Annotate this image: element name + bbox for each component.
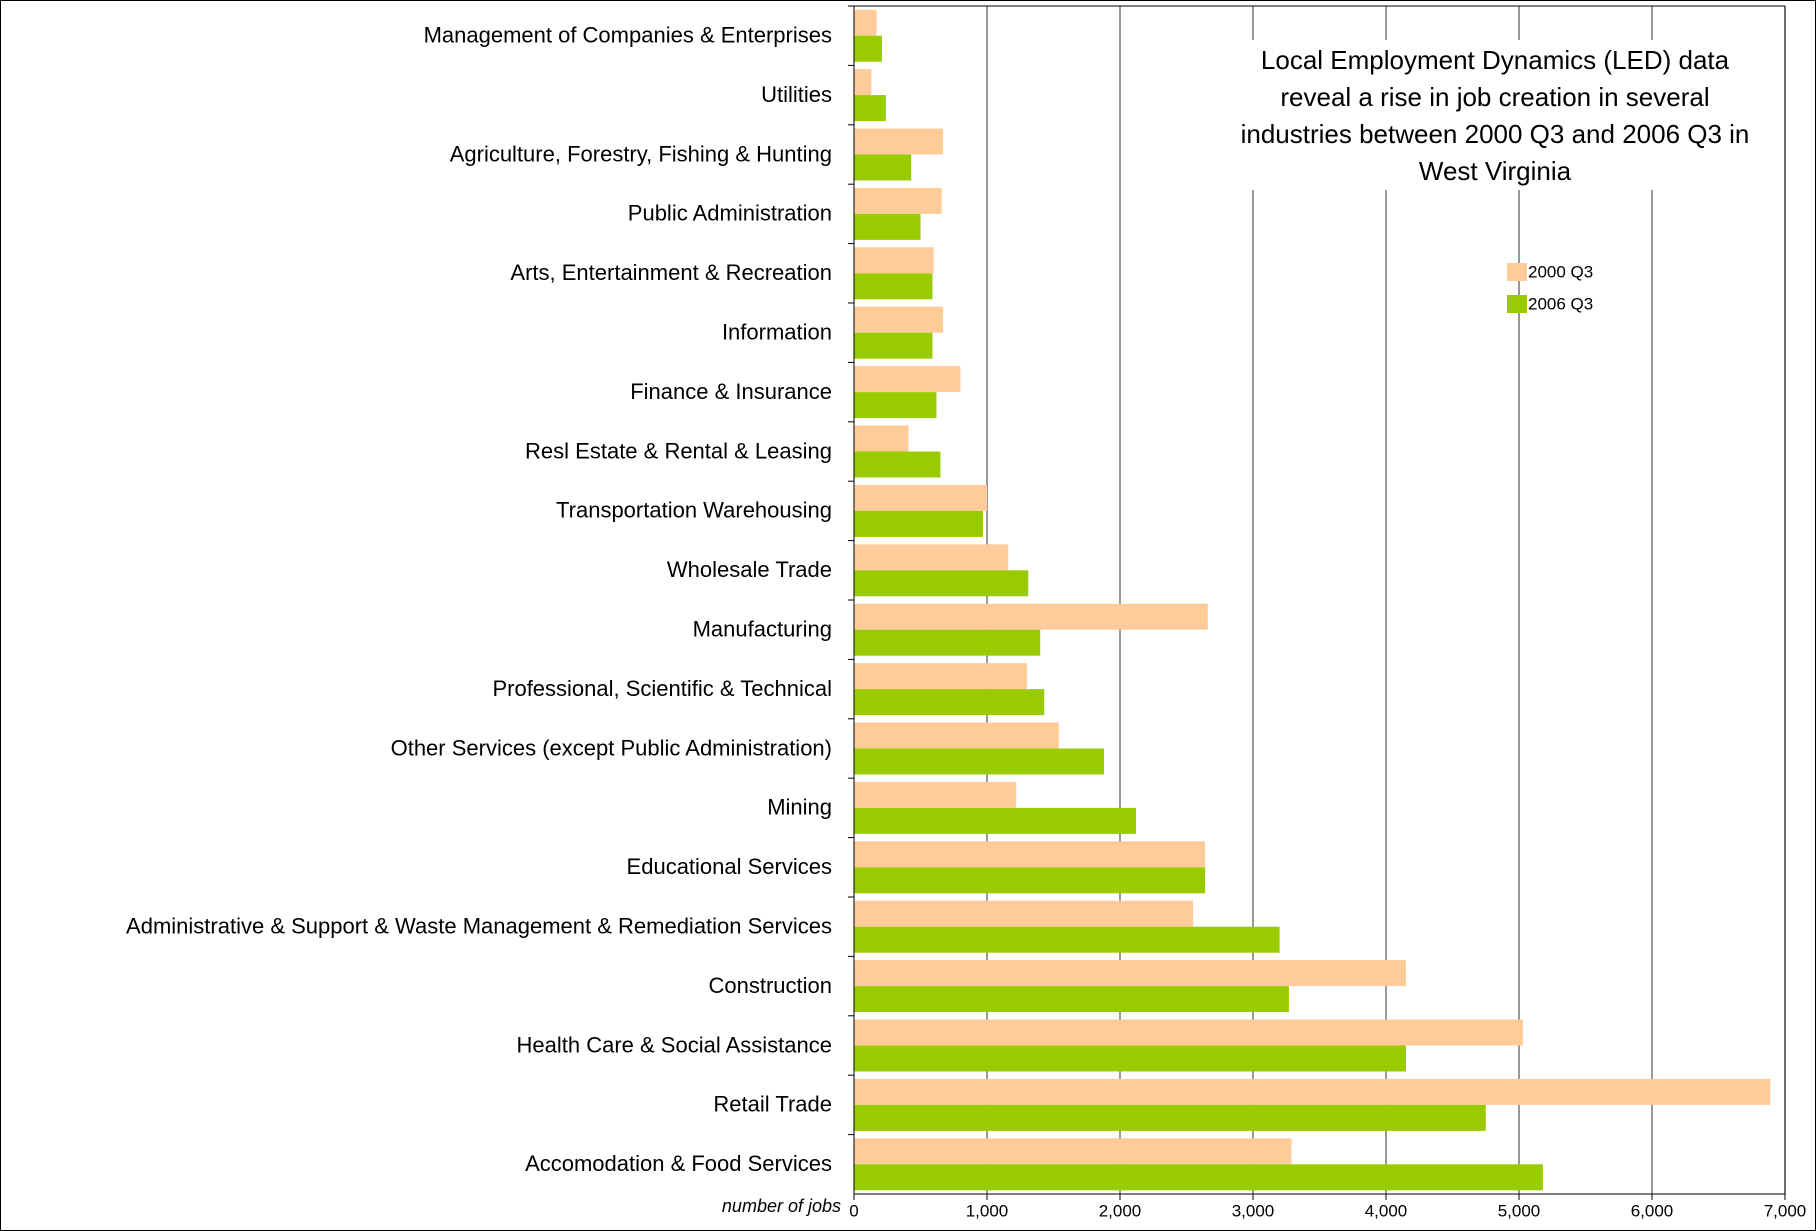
- x-tick-label: 6,000: [1631, 1201, 1674, 1220]
- bar: [854, 960, 1406, 987]
- bar: [854, 900, 1194, 927]
- bar: [854, 1164, 1543, 1191]
- category-label: Utilities: [761, 82, 832, 107]
- x-axis-label: number of jobs: [722, 1196, 841, 1216]
- bar: [854, 1138, 1292, 1165]
- x-tick-label: 4,000: [1365, 1201, 1408, 1220]
- legend-swatch: [1507, 295, 1527, 313]
- x-tick-label: 1,000: [966, 1201, 1009, 1220]
- bar: [854, 926, 1280, 953]
- x-tick-label: 5,000: [1498, 1201, 1541, 1220]
- bar: [854, 366, 961, 393]
- bar: [854, 867, 1206, 894]
- category-label: Mining: [767, 795, 832, 820]
- bar: [854, 1019, 1523, 1046]
- bar: [854, 451, 941, 478]
- bar: [854, 35, 882, 62]
- bar: [854, 128, 944, 155]
- category-label: Information: [722, 320, 832, 345]
- bar: [854, 154, 912, 181]
- legend-swatch: [1507, 263, 1527, 281]
- bar: [854, 986, 1289, 1013]
- title-box: Local Employment Dynamics (LED) data rev…: [1218, 40, 1772, 190]
- bar: [854, 781, 1017, 808]
- bar: [854, 425, 909, 452]
- bar: [854, 392, 937, 419]
- category-label: Transportation Warehousing: [556, 498, 832, 523]
- bar: [854, 213, 921, 240]
- bar: [854, 510, 984, 537]
- bar: [854, 247, 934, 274]
- bar: [854, 9, 877, 36]
- bar: [854, 748, 1105, 775]
- bar: [854, 273, 933, 300]
- category-label: Wholesale Trade: [667, 557, 832, 582]
- x-tick-label: 7,000: [1764, 1201, 1807, 1220]
- bar: [854, 689, 1045, 716]
- category-label: Resl Estate & Rental & Leasing: [525, 438, 832, 463]
- bar: [854, 722, 1059, 749]
- category-label: Educational Services: [627, 854, 832, 879]
- bar: [854, 187, 942, 214]
- category-label: Retail Trade: [713, 1092, 832, 1117]
- legend-label: 2000 Q3: [1528, 262, 1593, 281]
- bar: [854, 1078, 1771, 1105]
- category-label: Professional, Scientific & Technical: [492, 676, 832, 701]
- category-label: Public Administration: [628, 201, 832, 226]
- bar: [854, 841, 1206, 868]
- bar: [854, 95, 886, 122]
- category-label: Health Care & Social Assistance: [517, 1032, 833, 1057]
- category-label: Finance & Insurance: [630, 379, 832, 404]
- category-label: Administrative & Support & Waste Managem…: [126, 914, 832, 939]
- bar: [854, 663, 1027, 690]
- bar: [854, 484, 987, 511]
- category-label: Management of Companies & Enterprises: [424, 23, 832, 48]
- bar: [854, 1104, 1486, 1131]
- bar: [854, 629, 1041, 656]
- chart-title: Local Employment Dynamics (LED) data rev…: [1218, 40, 1772, 190]
- bar: [854, 69, 872, 96]
- bar: [854, 332, 933, 359]
- x-tick-label: 2,000: [1099, 1201, 1142, 1220]
- bar: [854, 1045, 1406, 1072]
- category-label: Construction: [708, 973, 832, 998]
- category-label: Other Services (except Public Administra…: [391, 735, 832, 760]
- bar: [854, 544, 1009, 571]
- x-tick-label: 3,000: [1232, 1201, 1275, 1220]
- bar: [854, 603, 1208, 630]
- bar: [854, 306, 944, 333]
- category-label: Arts, Entertainment & Recreation: [510, 260, 832, 285]
- legend-label: 2006 Q3: [1528, 294, 1593, 313]
- category-label: Accomodation & Food Services: [525, 1151, 832, 1176]
- bar: [854, 570, 1029, 597]
- x-tick-label: 0: [849, 1201, 858, 1220]
- bar: [854, 807, 1136, 834]
- category-label: Manufacturing: [693, 617, 832, 642]
- category-label: Agriculture, Forestry, Fishing & Hunting: [450, 141, 832, 166]
